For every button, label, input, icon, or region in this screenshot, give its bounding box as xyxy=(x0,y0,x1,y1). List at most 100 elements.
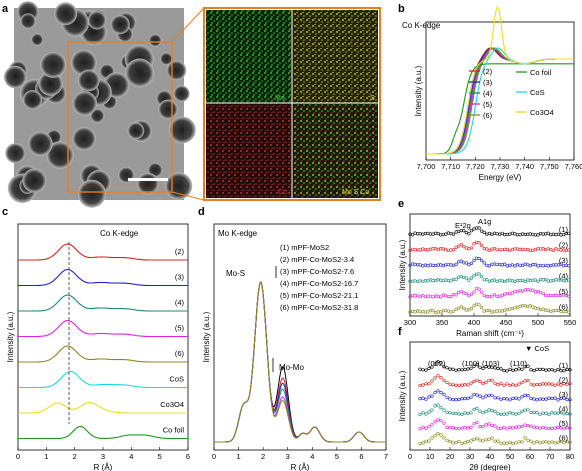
data-point xyxy=(487,279,492,283)
data-point xyxy=(536,233,540,237)
data-point xyxy=(433,391,437,395)
series-line-1 xyxy=(18,268,188,287)
data-point xyxy=(485,295,489,299)
data-point xyxy=(499,441,503,445)
series-label: (4) xyxy=(559,405,569,414)
data-point xyxy=(538,278,543,282)
data-point xyxy=(421,396,425,400)
data-point xyxy=(482,247,486,251)
data-point xyxy=(448,439,452,444)
data-point xyxy=(499,381,503,386)
data-point xyxy=(433,376,437,380)
data-point xyxy=(565,425,569,430)
data-point xyxy=(565,382,569,386)
data-point xyxy=(457,427,461,431)
data-point xyxy=(554,247,558,251)
data-point xyxy=(475,272,479,276)
data-point xyxy=(427,425,431,429)
data-point xyxy=(449,263,453,267)
data-point xyxy=(526,248,530,252)
data-point xyxy=(544,293,548,297)
data-point xyxy=(508,398,512,402)
data-point xyxy=(434,278,438,283)
data-point xyxy=(431,263,435,268)
data-point xyxy=(520,381,524,385)
annotation-cos: ▼ CoS xyxy=(525,344,549,353)
eds-frame xyxy=(203,7,381,201)
plot-frame xyxy=(425,21,575,161)
data-point xyxy=(439,278,443,282)
data-point xyxy=(487,365,491,369)
panel-label-c: c xyxy=(2,206,8,218)
data-point xyxy=(526,288,530,292)
data-point xyxy=(541,367,545,372)
data-point xyxy=(487,422,491,426)
panel-label-b: b xyxy=(398,3,405,15)
data-point xyxy=(515,278,520,283)
data-point xyxy=(499,426,503,431)
data-point xyxy=(523,423,527,427)
data-point xyxy=(411,262,415,266)
data-point xyxy=(523,436,527,440)
data-point xyxy=(439,418,443,423)
data-point xyxy=(515,290,520,294)
data-point xyxy=(513,247,517,251)
data-point xyxy=(462,275,466,280)
data-point xyxy=(536,247,540,251)
data-point xyxy=(449,279,453,283)
data-point xyxy=(428,263,433,267)
data-point xyxy=(505,397,509,401)
data-point xyxy=(482,309,486,313)
data-point xyxy=(520,263,525,268)
data-point xyxy=(487,308,492,313)
data-point xyxy=(517,425,521,429)
data-point xyxy=(436,360,440,364)
x-axis-label: Energy (eV) xyxy=(479,173,522,182)
series-line-5 xyxy=(214,281,385,443)
x-tick-label: 40 xyxy=(486,452,494,461)
data-point xyxy=(472,407,476,412)
data-point xyxy=(424,382,428,386)
data-point xyxy=(462,261,466,265)
data-point xyxy=(442,379,446,383)
data-point xyxy=(459,290,463,294)
data-point xyxy=(518,279,522,283)
data-point xyxy=(442,365,446,369)
data-point xyxy=(564,293,568,297)
series-label: Co foil xyxy=(163,426,185,435)
data-point xyxy=(439,376,443,380)
data-point xyxy=(466,367,470,371)
data-point xyxy=(526,394,530,398)
data-point xyxy=(418,248,422,252)
chart-c: 0 1 2 3 4 5 6 R (Å) Intensity (a.u.) Co K-edge (2)… xyxy=(6,223,190,471)
data-point xyxy=(436,232,440,236)
data-point xyxy=(444,308,448,313)
data-point xyxy=(544,232,548,236)
data-point xyxy=(529,410,533,415)
data-point xyxy=(511,426,515,430)
data-point xyxy=(434,294,438,298)
data-point xyxy=(544,368,548,372)
data-point xyxy=(498,294,502,298)
data-point xyxy=(482,261,486,265)
data-point xyxy=(408,263,412,267)
data-point xyxy=(475,362,479,367)
data-point xyxy=(503,247,507,251)
data-point xyxy=(436,389,440,393)
data-point xyxy=(487,408,491,412)
data-point xyxy=(567,310,571,314)
data-point xyxy=(503,292,507,296)
data-point xyxy=(436,432,440,436)
data-point xyxy=(510,263,515,267)
data-point xyxy=(496,366,500,371)
data-point xyxy=(472,274,476,278)
data-point xyxy=(418,310,422,314)
y-axis-label: Intensity (a.u.) xyxy=(414,65,423,116)
data-point xyxy=(433,362,437,366)
data-point xyxy=(502,441,506,445)
data-point xyxy=(568,368,572,372)
data-point xyxy=(411,279,415,283)
data-point xyxy=(421,279,425,283)
data-point xyxy=(510,248,515,252)
